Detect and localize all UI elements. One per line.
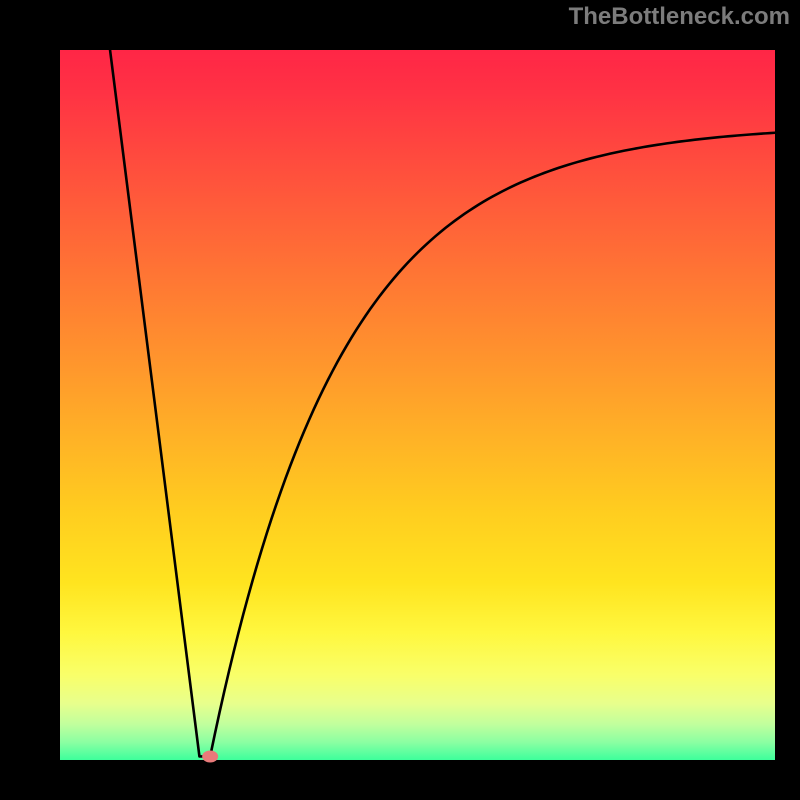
- chart-svg: TheBottleneck.com: [0, 0, 800, 800]
- watermark-text: TheBottleneck.com: [569, 3, 790, 30]
- chart-plot-area: [60, 50, 775, 760]
- curve-min-marker: [202, 750, 218, 762]
